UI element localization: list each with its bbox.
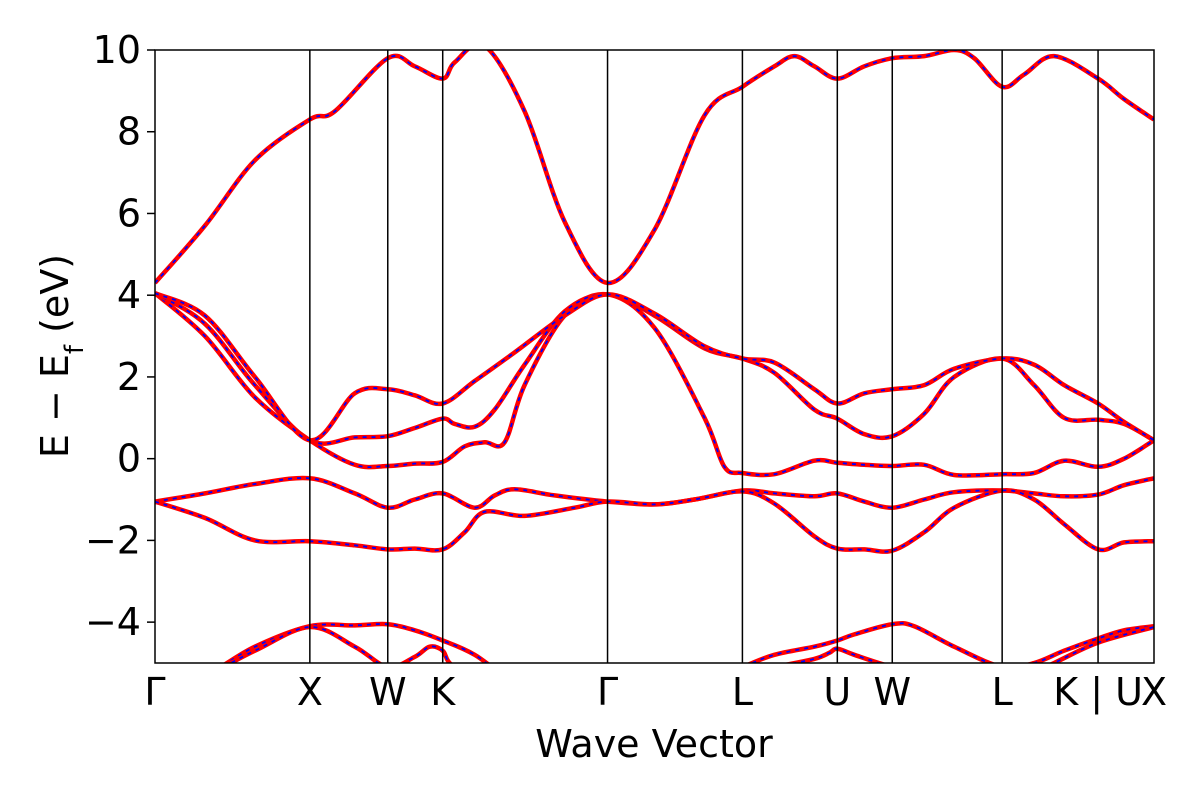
kpoint-label-8: W bbox=[873, 670, 911, 714]
kpoint-label-2: X bbox=[297, 670, 323, 714]
kpoint-label-3: W bbox=[369, 670, 407, 714]
ytick-label-6: 6 bbox=[117, 191, 141, 235]
y-axis-label-main: E − E bbox=[33, 354, 77, 458]
ytick-label-2: −2 bbox=[85, 518, 141, 562]
kpoint-label-7: U bbox=[823, 670, 851, 714]
y-axis-label-sub: f bbox=[60, 344, 90, 354]
band-5-dashed bbox=[155, 292, 1154, 477]
kpoint-label-4: K bbox=[430, 670, 456, 714]
kpoint-lines bbox=[309, 50, 1099, 663]
ytick-label-4: 2 bbox=[117, 355, 141, 399]
band-2-dashed bbox=[229, 626, 1154, 663]
kpoint-label-1: Γ bbox=[144, 670, 165, 714]
band-7-dashed bbox=[155, 292, 1154, 442]
kpoint-label-10: K | U bbox=[1053, 670, 1143, 715]
band-8-dashed bbox=[155, 50, 1154, 284]
ytick-label-5: 4 bbox=[117, 273, 141, 317]
ytick-label-1: −4 bbox=[85, 600, 141, 644]
ytick-label-8: 10 bbox=[93, 28, 141, 72]
kpoint-label-5: Γ bbox=[597, 670, 618, 714]
band-4-dashed bbox=[155, 489, 1154, 553]
bands-layer bbox=[155, 50, 1154, 663]
x-axis-label: Wave Vector bbox=[535, 722, 773, 766]
ytick-label-3: 0 bbox=[117, 437, 141, 481]
y-axis-label: E − Ef (eV) bbox=[33, 254, 90, 458]
kpoint-label-6: L bbox=[732, 670, 753, 714]
ytick-label-7: 8 bbox=[117, 110, 141, 154]
y-axis-label-unit: (eV) bbox=[33, 254, 77, 345]
y-ticks: −4 −2 0 2 4 6 8 10 bbox=[85, 28, 155, 644]
kpoint-label-9: L bbox=[992, 670, 1013, 714]
kpoint-label-11: X bbox=[1141, 670, 1167, 714]
plot-area bbox=[154, 49, 1155, 664]
plot-frame bbox=[154, 49, 1155, 664]
